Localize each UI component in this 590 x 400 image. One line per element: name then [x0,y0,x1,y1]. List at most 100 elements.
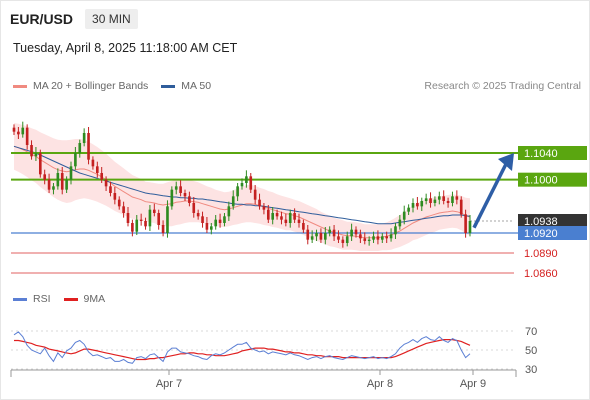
candle-body [205,222,209,230]
candle [87,126,90,165]
candle [12,124,16,135]
candle [262,202,266,215]
candle [446,197,450,208]
candle [205,216,209,233]
candle-body [192,202,196,213]
candle [380,233,384,244]
candle [21,121,25,138]
candle [451,191,454,207]
candle-body [69,166,73,180]
candle [372,231,375,244]
candle-body [416,202,419,207]
candle [376,230,380,245]
candle [424,193,428,205]
candles-layer [12,121,472,248]
candle [442,190,446,205]
candle-body [95,166,99,173]
candle-body [315,233,318,237]
candle [354,226,358,238]
candle-body [135,219,139,232]
candle-body [446,200,450,203]
datetime-label: Tuesday, April 8, 2025 11:18:00 AM CET [13,41,238,55]
candle-body [152,209,156,213]
candle [30,140,33,160]
candle-body [218,219,222,223]
candle-body [227,206,231,217]
candle [350,223,353,242]
candle-body [468,220,472,233]
candle [34,146,38,161]
candle-body [25,127,29,145]
candle-body [214,219,218,227]
candle-body [258,199,261,207]
candle-body [420,200,424,207]
candle [231,190,235,210]
candle [319,228,323,244]
candle-body [323,233,327,240]
candle [367,236,371,246]
candle-body [144,220,147,227]
candle-body [328,229,332,233]
candle-body [113,192,117,200]
candle-body [174,186,178,190]
candle-body [170,189,174,207]
candle-body [209,226,213,230]
candle-body [271,212,275,220]
candle-body [437,196,441,200]
level-label-1.0938: 1.0938 [524,216,558,228]
header: EUR/USD 30 MIN [10,8,138,30]
candle [179,180,182,197]
candle [266,204,270,223]
candle-body [236,186,239,197]
level-label-1.1040: 1.1040 [524,148,558,160]
candle [398,214,402,230]
candle-body [52,186,55,190]
candle [170,186,174,210]
candle [407,204,410,215]
candle [315,229,318,242]
candle-body [372,236,375,240]
candle [82,128,86,147]
candle [293,208,296,223]
candle-body [266,209,270,220]
main-legend: MA 20 + Bollinger Bands MA 50 [13,80,211,92]
candle-body [442,196,446,201]
candle [394,222,397,240]
candle-body [38,152,42,175]
candle [209,222,213,235]
level-label-1.0860: 1.0860 [524,268,558,280]
legend-swatch-9ma [63,297,78,301]
candle-body [394,226,397,235]
candle-body [402,211,406,220]
candle-body [455,196,459,200]
candle [258,193,261,210]
candle [332,224,336,242]
candle [148,204,152,231]
timeframe-badge[interactable]: 30 MIN [85,9,138,29]
rsi-line [13,331,471,364]
candle [201,211,204,228]
candle-body [253,189,257,200]
candle-body [376,236,380,240]
candle-body [74,152,77,167]
candle-body [262,206,266,210]
candle-body [117,199,121,207]
candle-body [91,159,95,167]
candle [464,209,467,238]
candle [341,236,345,248]
candle-body [464,214,467,233]
candle [109,181,112,197]
candle-body [293,212,296,220]
candle-body [249,176,253,190]
candle-body [201,216,204,223]
candle [385,231,389,244]
candle-body [231,196,235,207]
level-label-box-1.1040 [518,145,587,160]
candle [402,205,406,225]
rsi-tick-50: 50 [525,345,537,357]
candle-body [65,179,68,190]
candle [416,196,419,210]
candle-body [148,209,152,227]
candle [113,186,117,205]
candle-body [188,196,191,203]
